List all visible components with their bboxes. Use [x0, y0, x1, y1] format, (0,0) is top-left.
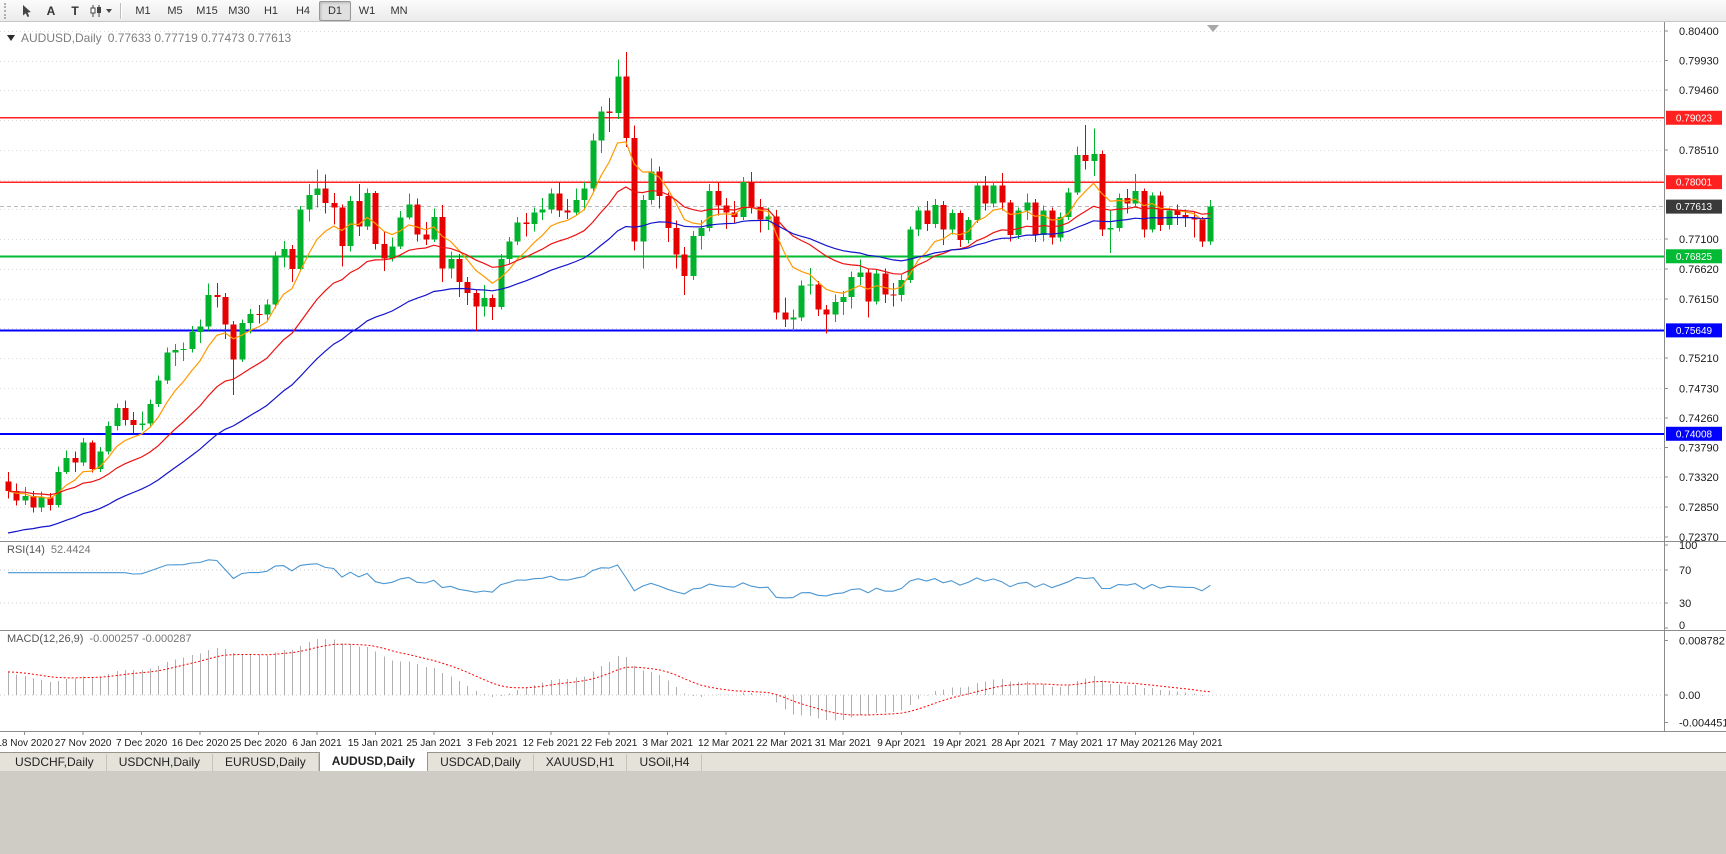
svg-text:16 Dec 2020: 16 Dec 2020 — [172, 738, 229, 749]
svg-text:0.77100: 0.77100 — [1679, 234, 1719, 246]
svg-text:7 May 2021: 7 May 2021 — [1051, 738, 1104, 749]
svg-text:70: 70 — [1679, 565, 1691, 577]
macd-histogram — [8, 638, 1211, 721]
svg-text:12 Mar 2021: 12 Mar 2021 — [698, 738, 755, 749]
tab-usdcnh-daily[interactable]: USDCNH,Daily — [107, 754, 214, 771]
svg-text:0.79023: 0.79023 — [1676, 113, 1713, 124]
toolbar-grip[interactable] — [4, 2, 10, 19]
timeframe-button-h4[interactable]: H4 — [295, 4, 311, 17]
svg-text:27 Nov 2020: 27 Nov 2020 — [55, 738, 112, 749]
svg-text:0.74260: 0.74260 — [1679, 413, 1719, 425]
timeframe-button-mn[interactable]: MN — [390, 4, 408, 17]
svg-text:7 Dec 2020: 7 Dec 2020 — [116, 738, 168, 749]
svg-text:0.75649: 0.75649 — [1676, 326, 1713, 337]
chevron-down-icon — [106, 8, 112, 13]
grid-layer — [0, 31, 1664, 538]
svg-text:18 Nov 2020: 18 Nov 2020 — [0, 738, 53, 749]
price-line-label — [1666, 323, 1722, 338]
timeframe-button-w1[interactable]: W1 — [358, 4, 376, 17]
svg-text:0.73320: 0.73320 — [1679, 472, 1719, 484]
price-line-label — [1666, 110, 1722, 125]
toolbar: A T M1 M5 M15 M30 H1 H4 D1 W1 MN — [0, 0, 1726, 22]
svg-text:22 Feb 2021: 22 Feb 2021 — [581, 738, 638, 749]
tab-audusd-daily[interactable]: AUDUSD,Daily — [318, 751, 429, 771]
svg-text:25 Dec 2020: 25 Dec 2020 — [230, 738, 287, 749]
timeframe-button-m5[interactable]: M5 — [167, 4, 183, 17]
cursor-tool-button[interactable] — [16, 1, 38, 21]
svg-text:31 Mar 2021: 31 Mar 2021 — [815, 738, 872, 749]
date-axis: 18 Nov 2020 27 Nov 2020 7 Dec 2020 16 Dec 2… — [0, 731, 1223, 749]
svg-text:0.76825: 0.76825 — [1676, 252, 1713, 263]
svg-text:0.78001: 0.78001 — [1676, 178, 1713, 189]
svg-text:0.75210: 0.75210 — [1679, 353, 1719, 365]
svg-text:0.79930: 0.79930 — [1679, 56, 1719, 68]
svg-text:0.73790: 0.73790 — [1679, 443, 1719, 455]
tab-usoil-h4[interactable]: USOil,H4 — [627, 754, 703, 771]
svg-text:3 Feb 2021: 3 Feb 2021 — [467, 738, 518, 749]
rsi-pane: 100 70 30 0 — [0, 540, 1697, 632]
price-line-label — [1666, 175, 1722, 190]
svg-text:0.72370: 0.72370 — [1679, 532, 1719, 544]
svg-text:-0.004451: -0.004451 — [1679, 717, 1726, 729]
svg-text:0.79460: 0.79460 — [1679, 85, 1719, 97]
svg-text:0.76620: 0.76620 — [1679, 264, 1719, 276]
timeframe-button-d1[interactable]: D1 — [319, 0, 351, 21]
chart-tabs: USDCHF,Daily USDCNH,Daily EURUSD,Daily AUDU… — [0, 751, 1726, 771]
svg-text:3 Mar 2021: 3 Mar 2021 — [642, 738, 693, 749]
tab-xauusd-h1[interactable]: XAUUSD,H1 — [534, 754, 628, 771]
svg-text:0.78510: 0.78510 — [1679, 145, 1719, 157]
price-chart[interactable]: 0.80400 0.79930 0.79460 0.78510 0.77100 0.766… — [0, 22, 1726, 752]
timeframe-button-m15[interactable]: M15 — [196, 4, 218, 17]
svg-text:0.74008: 0.74008 — [1676, 429, 1713, 440]
svg-text:0.72850: 0.72850 — [1679, 502, 1719, 514]
timeframe-button-h1[interactable]: H1 — [263, 4, 279, 17]
text-tool-button[interactable]: A — [46, 3, 56, 18]
chart-area[interactable]: 0.80400 0.79930 0.79460 0.78510 0.77100 0.766… — [0, 22, 1726, 752]
tab-eurusd-daily[interactable]: EURUSD,Daily — [213, 754, 319, 771]
tab-usdchf-daily[interactable]: USDCHF,Daily — [3, 754, 107, 771]
svg-text:17 May 2021: 17 May 2021 — [1106, 738, 1164, 749]
svg-text:30: 30 — [1679, 598, 1691, 610]
cursor-icon — [23, 4, 31, 17]
svg-text:9 Apr 2021: 9 Apr 2021 — [877, 738, 926, 749]
timeframe-button-m1[interactable]: M1 — [135, 4, 151, 17]
svg-text:0.008782: 0.008782 — [1679, 635, 1725, 647]
type-tool-button[interactable]: T — [71, 3, 79, 18]
svg-text:15 Jan 2021: 15 Jan 2021 — [348, 738, 403, 749]
price-line-label — [1666, 249, 1722, 264]
svg-text:25 Jan 2021: 25 Jan 2021 — [406, 738, 461, 749]
svg-text:0.76150: 0.76150 — [1679, 294, 1719, 306]
svg-text:0.00: 0.00 — [1679, 690, 1700, 702]
svg-text:0.80400: 0.80400 — [1679, 26, 1719, 38]
svg-text:0.77613: 0.77613 — [1676, 202, 1713, 213]
window-background — [0, 771, 1726, 854]
svg-text:0: 0 — [1679, 620, 1685, 632]
svg-text:22 Mar 2021: 22 Mar 2021 — [756, 738, 813, 749]
current-price-label — [1666, 199, 1722, 214]
price-axis: 0.80400 0.79930 0.79460 0.78510 0.77100 0.766… — [1664, 26, 1722, 544]
toolbar-separator — [120, 2, 121, 19]
svg-text:26 May 2021: 26 May 2021 — [1165, 738, 1223, 749]
svg-text:12 Feb 2021: 12 Feb 2021 — [523, 738, 580, 749]
timeframe-button-m30[interactable]: M30 — [228, 4, 250, 17]
candlestick-chart-icon — [90, 4, 101, 17]
macd-pane: 0.008782 0.00 -0.004451 — [0, 635, 1726, 729]
price-line-label — [1666, 426, 1722, 441]
timeframe-group: M1 M5 M15 M30 H1 H4 D1 W1 MN — [127, 0, 415, 21]
chart-type-button[interactable] — [88, 1, 113, 21]
svg-text:0.74730: 0.74730 — [1679, 383, 1719, 395]
svg-text:28 Apr 2021: 28 Apr 2021 — [991, 738, 1045, 749]
chart-shift-marker — [1207, 25, 1219, 32]
tab-usdcad-daily[interactable]: USDCAD,Daily — [428, 754, 534, 771]
axes-layer — [0, 22, 1726, 732]
ma-layer — [7, 141, 1211, 534]
svg-text:100: 100 — [1679, 540, 1697, 552]
svg-text:19 Apr 2021: 19 Apr 2021 — [933, 738, 987, 749]
svg-text:6 Jan 2021: 6 Jan 2021 — [292, 738, 342, 749]
chart-menu-icon[interactable] — [7, 35, 15, 41]
